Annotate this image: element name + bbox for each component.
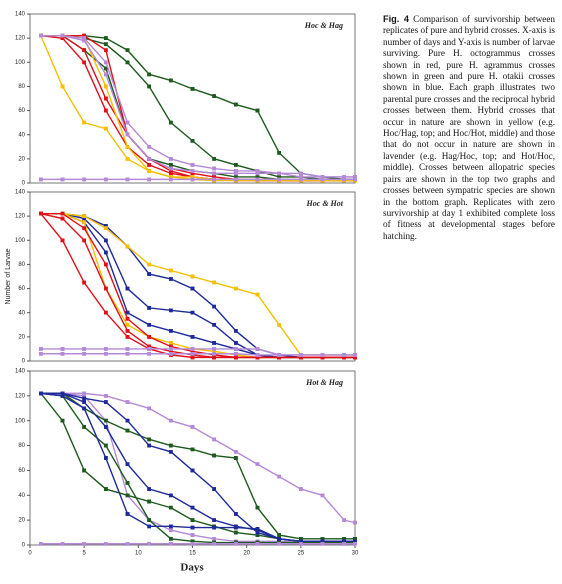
series-line bbox=[38, 391, 357, 544]
y-tick-label: 40 bbox=[18, 493, 25, 499]
panel-title: Hoc & Hot bbox=[306, 199, 344, 208]
series-line bbox=[38, 391, 357, 541]
caption-label: Fig. 4 bbox=[383, 14, 409, 24]
y-tick-label: 140 bbox=[15, 190, 26, 196]
y-tick-label: 40 bbox=[18, 132, 25, 138]
series-line bbox=[38, 33, 357, 183]
x-tick-label: 20 bbox=[243, 551, 250, 557]
y-tick-label: 0 bbox=[22, 359, 26, 365]
x-tick-label: 25 bbox=[297, 551, 304, 557]
x-tick-label: 10 bbox=[135, 551, 142, 557]
x-tick-label: 5 bbox=[82, 551, 86, 557]
series-line bbox=[38, 33, 357, 179]
y-tick-label: 120 bbox=[15, 36, 26, 42]
panel-title: Hot & Hag bbox=[305, 378, 343, 387]
y-axis-label: Number of Larvae bbox=[5, 248, 12, 304]
y-tick-label: 40 bbox=[18, 310, 25, 316]
y-tick-label: 100 bbox=[15, 238, 26, 244]
x-tick-label: 30 bbox=[352, 551, 359, 557]
y-tick-label: 20 bbox=[18, 334, 25, 340]
y-tick-label: 20 bbox=[18, 518, 25, 524]
y-tick-label: 80 bbox=[18, 443, 25, 449]
caption: Fig. 4 Comparison of survivorship betwee… bbox=[383, 14, 555, 242]
y-tick-label: 100 bbox=[15, 60, 26, 66]
y-tick-label: 100 bbox=[15, 418, 26, 424]
y-tick-label: 120 bbox=[15, 393, 26, 399]
x-axis-label: Days bbox=[180, 562, 204, 574]
y-tick-label: 0 bbox=[22, 543, 26, 549]
y-tick-label: 140 bbox=[15, 12, 26, 18]
x-tick-label: 0 bbox=[28, 551, 32, 557]
y-tick-label: 20 bbox=[18, 156, 25, 162]
series-line bbox=[38, 351, 357, 357]
series-line bbox=[38, 33, 357, 179]
series-line bbox=[38, 391, 357, 525]
panel-title: Hoc & Hag bbox=[304, 21, 343, 30]
x-tick-label: 15 bbox=[189, 551, 196, 557]
y-tick-label: 0 bbox=[22, 181, 26, 187]
y-tick-label: 80 bbox=[18, 84, 25, 90]
caption-text: Comparison of survivorship between repli… bbox=[383, 14, 555, 241]
y-tick-label: 60 bbox=[18, 108, 25, 114]
y-tick-label: 60 bbox=[18, 468, 25, 474]
y-tick-label: 60 bbox=[18, 286, 25, 292]
y-tick-label: 80 bbox=[18, 262, 25, 268]
y-tick-label: 140 bbox=[15, 369, 26, 375]
series-line bbox=[38, 211, 357, 360]
y-tick-label: 120 bbox=[15, 214, 26, 220]
